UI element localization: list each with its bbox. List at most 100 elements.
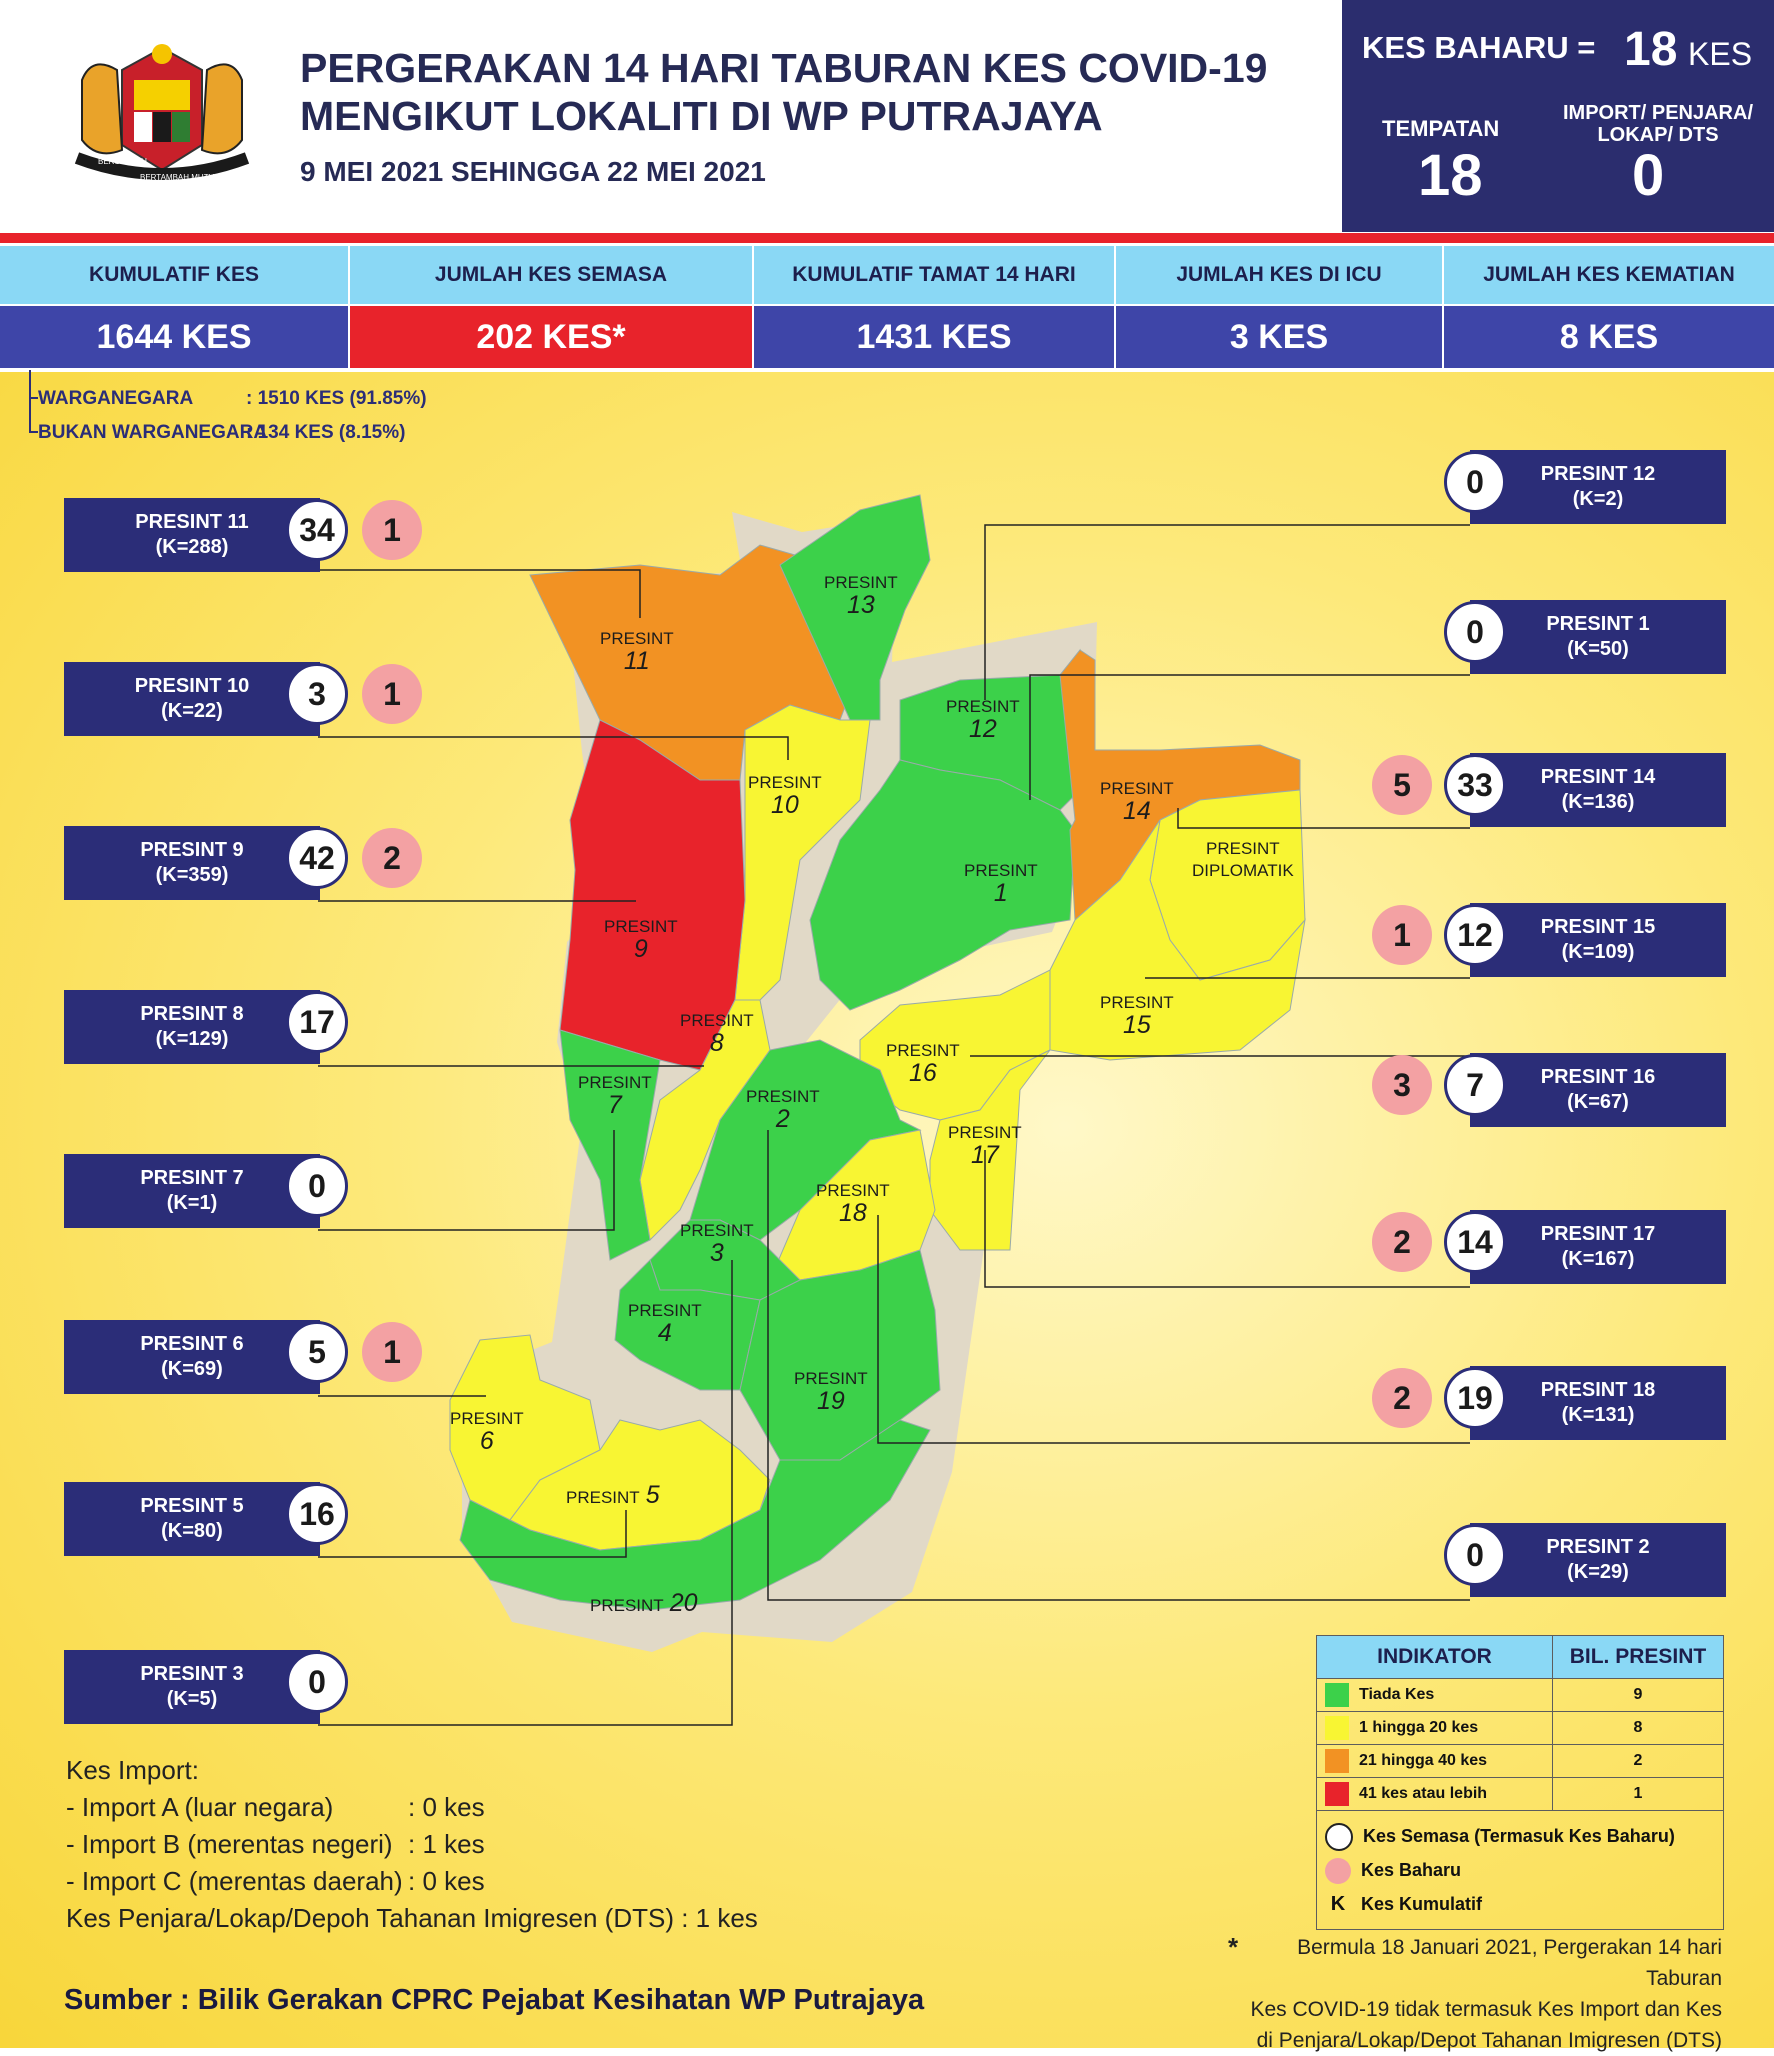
active-cases-circle: 0 [286, 1651, 348, 1713]
new-cases-circle: 1 [362, 1322, 422, 1382]
legend-row-label: 21 hingga 40 kes [1359, 1752, 1488, 1770]
new-cases-label: KES BAHARU = [1362, 30, 1596, 65]
map-label-presint-20: PRESINT 20 [590, 1589, 698, 1617]
region-presint-4 [614, 1259, 761, 1391]
region-presint-20 [459, 1419, 931, 1611]
new-cases-circle: 5 [1372, 755, 1432, 815]
legend-header-count: BIL. PRESINT [1552, 1635, 1724, 1679]
new-cases-circle: 1 [362, 500, 422, 560]
map-label-presint-3: PRESINT 3 [680, 1221, 754, 1267]
map-label-presint-2: PRESINT 2 [746, 1087, 820, 1133]
source-credit: Sumber : Bilik Gerakan CPRC Pejabat Kesi… [64, 1984, 925, 2016]
precinct-box-7: PRESINT 7 (K=1) [64, 1154, 320, 1228]
import-c-label: - Import C (merentas daerah) [66, 1866, 403, 1896]
import-a-label: - Import A (luar negara) [66, 1792, 334, 1822]
active-cases-circle: 7 [1444, 1054, 1506, 1116]
new-cases-circle: 2 [1372, 1212, 1432, 1272]
import-label-line-1: IMPORT/ PENJARA/ [1562, 102, 1754, 124]
map-label-presint-11: PRESINT 11 [600, 629, 674, 675]
title-line-2: MENGIKUT LOKALITI DI WP PUTRAJAYA [300, 93, 1103, 139]
map-label-presint-8: PRESINT 8 [680, 1011, 754, 1057]
active-cases-circle: 16 [286, 1483, 348, 1545]
swatch-red [1325, 1782, 1349, 1806]
map-label-presint-diplomatik: PRESINT DIPLOMATIK [1192, 839, 1294, 880]
new-cases-unit: KES [1688, 36, 1753, 72]
import-a-value: : 0 kes [408, 1792, 485, 1822]
citizen-value: : 1510 KES (91.85%) [246, 388, 427, 409]
map-label-presint-17: PRESINT 17 [948, 1123, 1022, 1169]
map-label-presint-10: PRESINT 10 [748, 773, 822, 819]
active-cases-circle: 14 [1444, 1211, 1506, 1273]
new-cases-circle: 1 [362, 664, 422, 724]
precinct-box-17: PRESINT 17 (K=167) [1470, 1210, 1726, 1284]
stat-value-cumulative: 1644 KES [0, 306, 348, 368]
new-cases-circle: 3 [1372, 1055, 1432, 1115]
malaysia-crest-icon: BERSEKUTU BERTAMBAH MUTU [74, 44, 250, 182]
stat-header-recovered: KUMULATIF TAMAT 14 HARI [754, 246, 1114, 304]
new-cases-circle: 2 [362, 828, 422, 888]
legend-table: INDIKATOR BIL. PRESINT Tiada Kes 9 1 hing… [1316, 1635, 1724, 1930]
legend-semasa: Kes Semasa (Termasuk Kes Baharu) [1363, 1826, 1675, 1846]
header-divider [0, 233, 1774, 243]
map-label-presint-4: PRESINT 4 [628, 1301, 702, 1347]
region-presint-10 [734, 704, 871, 1001]
legend-baharu: Kes Baharu [1361, 1860, 1462, 1880]
swatch-yellow [1325, 1716, 1349, 1740]
active-cases-circle: 3 [286, 663, 348, 725]
precinct-box-10: PRESINT 10 (K=22) [64, 662, 320, 736]
active-cases-circle: 17 [286, 991, 348, 1053]
citizenship-bracket [29, 370, 38, 433]
precinct-box-5: PRESINT 5 (K=80) [64, 1482, 320, 1556]
swatch-orange [1325, 1749, 1349, 1773]
precinct-box-14: PRESINT 14 (K=136) [1470, 753, 1726, 827]
stat-value-active: 202 KES* [350, 306, 752, 368]
pink-circle-icon [1325, 1858, 1351, 1885]
new-cases-box: KES BAHARU = 18 KES TEMPATAN 18 IMPORT/ … [1342, 0, 1774, 232]
dts-line: Kes Penjara/Lokap/Depoh Tahanan Imigrese… [66, 1903, 758, 1933]
import-heading: Kes Import: [66, 1755, 199, 1785]
title-line-1: PERGERAKAN 14 HARI TABURAN KES COVID-19 [300, 45, 1268, 91]
local-value: 18 [1418, 143, 1483, 208]
precinct-box-8: PRESINT 8 (K=129) [64, 990, 320, 1064]
map-label-presint-16: PRESINT 16 [886, 1041, 960, 1087]
swatch-green [1325, 1683, 1349, 1707]
stat-value-icu: 3 KES [1116, 306, 1442, 368]
legend-row-count: 1 [1552, 1777, 1724, 1811]
active-cases-circle: 12 [1444, 904, 1506, 966]
legend-row-label: 1 hingga 20 kes [1359, 1719, 1479, 1737]
precinct-box-18: PRESINT 18 (K=131) [1470, 1366, 1726, 1440]
stat-value-deaths: 8 KES [1444, 306, 1774, 368]
noncitizen-label: BUKAN WARGANEGARA [38, 422, 268, 443]
active-cases-circle: 34 [286, 499, 348, 561]
region-presint-1 [809, 759, 1076, 1011]
import-b-value: : 1 kes [408, 1829, 485, 1859]
precinct-box-15: PRESINT 15 (K=109) [1470, 903, 1726, 977]
map-label-presint-7: PRESINT 7 [578, 1073, 652, 1119]
map-label-presint-9: PRESINT 9 [604, 917, 678, 963]
active-cases-circle: 42 [286, 827, 348, 889]
region-presint-8 [639, 999, 771, 1242]
legend-row-count: 2 [1552, 1744, 1724, 1778]
legend-row-label: 41 kes atau lebih [1359, 1785, 1488, 1803]
region-presint-19 [739, 1249, 941, 1461]
legend-kumulatif: Kes Kumulatif [1361, 1894, 1483, 1914]
precinct-box-3: PRESINT 3 (K=5) [64, 1650, 320, 1724]
import-c-value: : 0 kes [408, 1866, 485, 1896]
local-label: TEMPATAN [1382, 116, 1500, 141]
map-label-presint-18: PRESINT 18 [816, 1181, 890, 1227]
import-b-label: - Import B (merentas negeri) [66, 1829, 393, 1859]
new-cases-value: 18 [1624, 23, 1678, 76]
citizen-label: WARGANEGARA [38, 388, 194, 409]
stat-value-recovered: 1431 KES [754, 306, 1114, 368]
legend-row-count: 8 [1552, 1711, 1724, 1745]
map-label-presint-12: PRESINT 12 [946, 697, 1020, 743]
active-cases-circle: 0 [286, 1155, 348, 1217]
precinct-box-16: PRESINT 16 (K=67) [1470, 1053, 1726, 1127]
precinct-box-6: PRESINT 6 (K=69) [64, 1320, 320, 1394]
active-cases-circle: 19 [1444, 1367, 1506, 1429]
legend-row-count: 9 [1552, 1678, 1724, 1712]
footnote-star: * [1228, 1932, 1239, 1962]
k-letter-icon: K [1330, 1893, 1346, 1915]
active-cases-circle: 0 [1444, 451, 1506, 513]
